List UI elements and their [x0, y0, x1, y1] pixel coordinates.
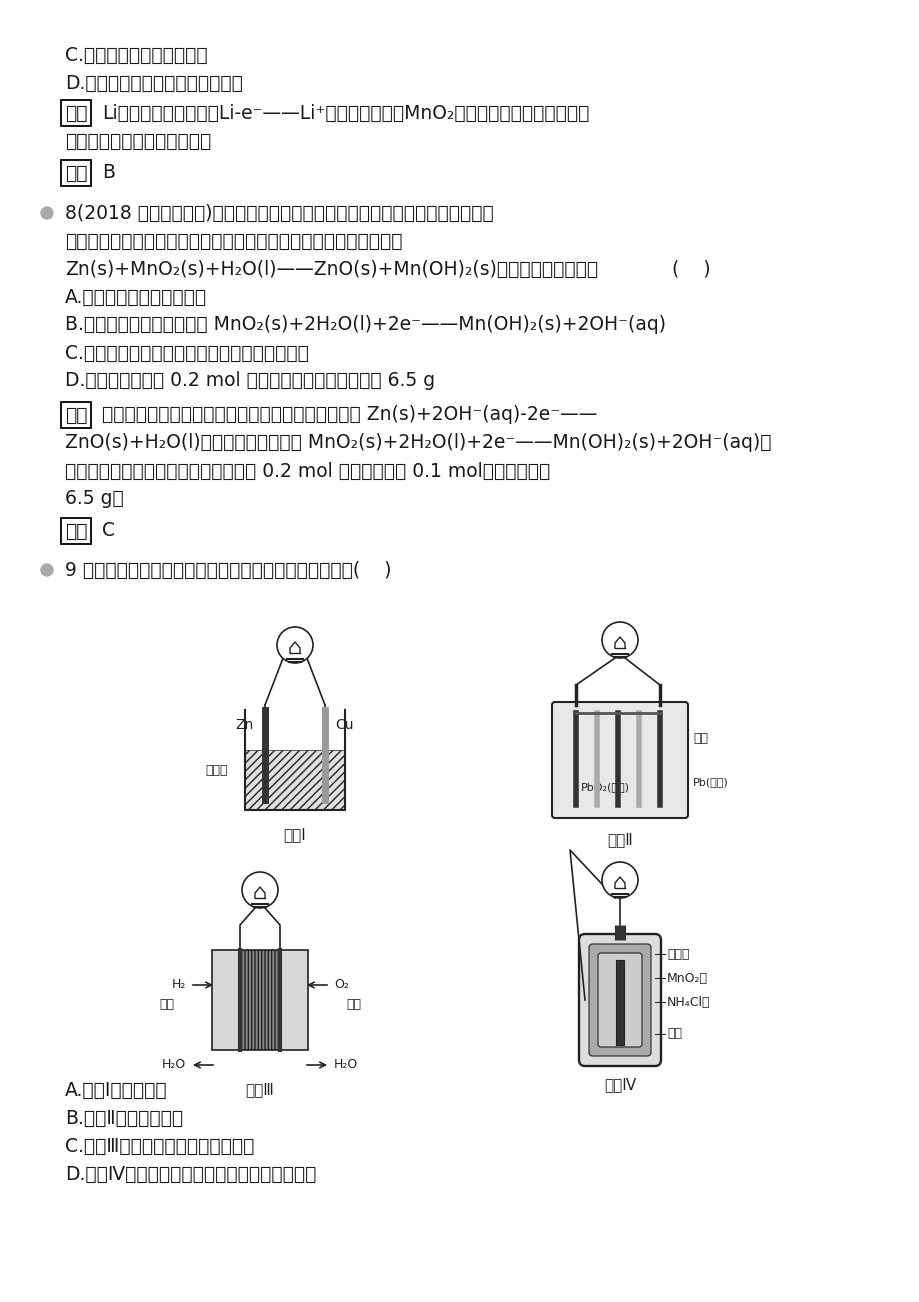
Text: Cu: Cu	[335, 717, 354, 732]
Text: C.电池Ⅲ工作时，氢气发生还原反应: C.电池Ⅲ工作时，氢气发生还原反应	[65, 1137, 254, 1155]
Text: Zn(s)+MnO₂(s)+H₂O(l)——ZnO(s)+Mn(OH)₂(s)，下列说法错误的是: Zn(s)+MnO₂(s)+H₂O(l)——ZnO(s)+Mn(OH)₂(s)，…	[65, 259, 597, 279]
Text: 个过程无高锁酸根离子产生。: 个过程无高锁酸根离子产生。	[65, 132, 211, 151]
Bar	[244, 750, 345, 810]
Text: PbO₂(正极): PbO₂(正极)	[580, 783, 629, 793]
Text: 电池Ⅳ: 电池Ⅳ	[603, 1078, 635, 1092]
Bar	[211, 950, 240, 1049]
Text: H₂: H₂	[172, 979, 186, 992]
FancyBboxPatch shape	[588, 944, 651, 1056]
Text: 广泛应用。锤锡碱性电池以氢氧化鐳溶液为电解液，电池总反应式为: 广泛应用。锤锡碱性电池以氢氧化鐳溶液为电解液，电池总反应式为	[65, 232, 403, 250]
Circle shape	[41, 207, 53, 219]
Text: 负极: 负极	[159, 999, 174, 1012]
Text: D.外电路中每通过 0.2 mol 电子，锤的质量理论上减小 6.5 g: D.外电路中每通过 0.2 mol 电子，锤的质量理论上减小 6.5 g	[65, 371, 435, 391]
Text: H⁺: H⁺	[252, 999, 267, 1012]
Text: 锌筒: 锌筒	[666, 1027, 681, 1040]
Text: H₂O: H₂O	[334, 1059, 357, 1072]
Text: NH₄Cl糊: NH₄Cl糊	[666, 996, 709, 1009]
Text: C: C	[102, 522, 115, 540]
Circle shape	[601, 622, 637, 658]
Text: (    ): ( )	[671, 259, 709, 279]
Text: 石墨棒: 石墨棒	[666, 948, 688, 961]
Text: C.电池工作时，电子由正极通过外电路流向负极: C.电池工作时，电子由正极通过外电路流向负极	[65, 344, 309, 362]
Text: A.电池Ⅰ中锤是正极: A.电池Ⅰ中锤是正极	[65, 1081, 167, 1099]
Text: 6.5 g。: 6.5 g。	[65, 490, 124, 509]
Text: 答案: 答案	[65, 164, 87, 182]
Text: C.放电时正极发生氧化反应: C.放电时正极发生氧化反应	[65, 46, 208, 65]
Text: O₂: O₂	[334, 979, 348, 992]
Text: B.电池Ⅱ是一次性电池: B.电池Ⅱ是一次性电池	[65, 1108, 183, 1128]
FancyBboxPatch shape	[597, 953, 641, 1047]
Bar	[616, 960, 623, 1046]
Text: B.电池正极的电极反应式为 MnO₂(s)+2H₂O(l)+2e⁻——Mn(OH)₂(s)+2OH⁻(aq): B.电池正极的电极反应式为 MnO₂(s)+2H₂O(l)+2e⁻——Mn(OH…	[65, 315, 665, 335]
Text: H₂O: H₂O	[162, 1059, 186, 1072]
Text: 电池工作时，锤作负极失去电子，负极电极反应式为 Zn(s)+2OH⁻(aq)-2e⁻——: 电池工作时，锤作负极失去电子，负极电极反应式为 Zn(s)+2OH⁻(aq)-2…	[102, 405, 596, 424]
Text: 在外电路，电子由负极流向正极。通过 0.2 mol 电子，锤消耗 0.1 mol，其质量减小: 在外电路，电子由负极流向正极。通过 0.2 mol 电子，锤消耗 0.1 mol…	[65, 461, 550, 480]
Text: 电池Ⅲ: 电池Ⅲ	[245, 1082, 274, 1098]
Text: 电池Ⅰ: 电池Ⅰ	[283, 828, 306, 842]
Text: Pb(负极): Pb(负极)	[692, 777, 728, 786]
Text: 硫酸: 硫酸	[692, 732, 708, 745]
Circle shape	[41, 564, 53, 575]
Text: D.电池放电时，产生高锁酸根离子: D.电池放电时，产生高锁酸根离子	[65, 73, 243, 92]
Circle shape	[601, 862, 637, 898]
Text: 正极: 正极	[346, 999, 360, 1012]
Text: 解析: 解析	[65, 405, 87, 424]
Text: D.电池Ⅳ工作时，电子由锤通过导线流向石墨棒: D.电池Ⅳ工作时，电子由锤通过导线流向石墨棒	[65, 1164, 316, 1184]
Text: Zn: Zn	[235, 717, 254, 732]
Circle shape	[277, 628, 312, 663]
Text: A.电池工作时，锤失去电子: A.电池工作时，锤失去电子	[65, 288, 207, 306]
Text: ZnO(s)+H₂O(l)，正极电极反应式为 MnO₂(s)+2H₂O(l)+2e⁻——Mn(OH)₂(s)+2OH⁻(aq)。: ZnO(s)+H₂O(l)，正极电极反应式为 MnO₂(s)+2H₂O(l)+2…	[65, 434, 771, 453]
Text: 8(2018 湖北宜昌期中)锤锡碱性电池具有容量大、放电电流大的特点，因而得到: 8(2018 湖北宜昌期中)锤锡碱性电池具有容量大、放电电流大的特点，因而得到	[65, 203, 494, 223]
FancyBboxPatch shape	[578, 934, 660, 1066]
Circle shape	[242, 872, 278, 907]
Text: Li为负极，发生反应：Li-e⁻——Li⁺，属氧化反应，MnO₂为正极，发生还原反应，整: Li为负极，发生反应：Li-e⁻——Li⁺，属氧化反应，MnO₂为正极，发生还原…	[102, 103, 589, 122]
Text: 答案: 答案	[65, 522, 87, 540]
Bar	[279, 950, 308, 1049]
FancyBboxPatch shape	[551, 702, 687, 818]
Text: MnO₂糊: MnO₂糊	[666, 971, 708, 984]
Text: 电池Ⅱ: 电池Ⅱ	[607, 832, 632, 848]
Text: 解析: 解析	[65, 103, 87, 122]
Bar	[240, 950, 279, 1049]
Text: 稀硫酸: 稀硫酸	[206, 763, 228, 776]
Text: 9 下列关于化学能转化为电能的四种装置的说法正确的是(    ): 9 下列关于化学能转化为电能的四种装置的说法正确的是( )	[65, 560, 391, 579]
Text: B: B	[102, 164, 115, 182]
